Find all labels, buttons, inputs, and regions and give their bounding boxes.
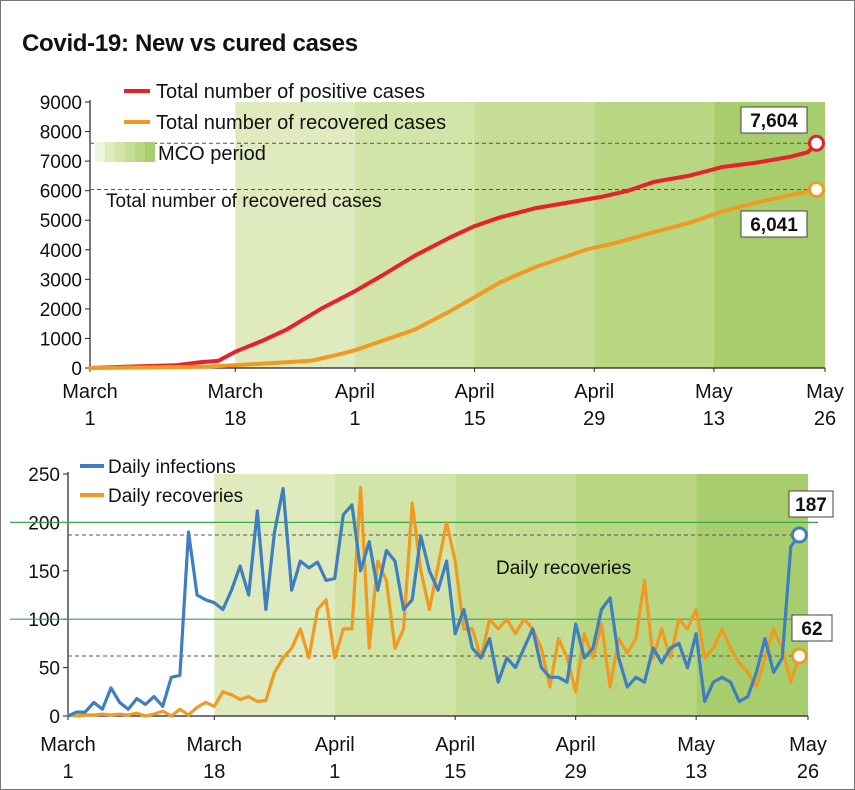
x-tick-label-month: May [789, 734, 827, 756]
legend-infections-label: Daily infections [108, 457, 236, 478]
y-tick-label: 2000 [40, 300, 82, 321]
legend-positive-label: Total number of positive cases [156, 81, 425, 103]
legend-recovered-label: Total number of recovered cases [156, 112, 446, 134]
positive-cases-line [88, 141, 819, 370]
y-tick-label: 3000 [40, 270, 82, 291]
x-tick-label-month: March [40, 734, 96, 756]
x-tick-label-month: May [806, 381, 844, 403]
y-tick-label: 8000 [40, 123, 82, 144]
y-tick-label: 1000 [40, 329, 82, 350]
x-tick-label-month: April [335, 381, 375, 403]
y-tick-label: 0 [71, 359, 82, 380]
y-tick-label: 5000 [40, 211, 82, 232]
x-tick-label-day: 15 [444, 761, 466, 783]
y-tick-label: 100 [28, 610, 60, 631]
y-tick-label: 6000 [40, 182, 82, 203]
legend-mco-swatch [95, 142, 105, 162]
y-tick-label: 9000 [40, 93, 82, 114]
x-tick-label-month: April [556, 734, 596, 756]
chart-title: Covid-19: New vs cured cases [22, 30, 358, 57]
x-tick-label-day: 13 [703, 408, 725, 430]
mco-band [474, 102, 595, 368]
infections-end-label: 187 [795, 495, 827, 516]
infections-end-label-box [788, 490, 834, 518]
x-tick-label-day: 29 [565, 761, 587, 783]
positive-end-label: 7,604 [750, 111, 798, 132]
recoveries-end-label: 62 [801, 619, 822, 640]
x-tick-label-day: 15 [463, 408, 485, 430]
x-tick-label-month: April [574, 381, 614, 403]
mco-band [455, 474, 576, 716]
x-tick-label-month: April [435, 734, 475, 756]
x-tick-label-month: May [677, 734, 715, 756]
mco-band [575, 474, 697, 716]
x-tick-label-month: March [62, 381, 118, 403]
x-tick-label-month: April [455, 381, 495, 403]
x-tick-label-day: 1 [349, 408, 360, 430]
positive-end-marker [807, 134, 825, 152]
mco-band [594, 102, 714, 368]
x-tick-label-day: 18 [203, 761, 225, 783]
daily-cases-chart: 0 50 100 150 200 250 March 1 March 18 April 1 April 1… [10, 457, 834, 783]
y-tick-label: 250 [28, 465, 60, 486]
legend-mco-swatch [135, 142, 145, 162]
legend-recoveries-label: Daily recoveries [108, 486, 243, 507]
y-tick-label: 50 [39, 659, 60, 680]
x-tick-label-month: March [208, 381, 264, 403]
recoveries-end-label-box [791, 614, 833, 642]
x-tick-label-month: March [186, 734, 242, 756]
x-tick-label-day: 1 [84, 408, 95, 430]
y-tick-label: 0 [49, 707, 60, 728]
recovered-end-marker [807, 180, 825, 198]
x-tick-label-day: 13 [685, 761, 707, 783]
cumulative-cases-chart: 0 1000 2000 3000 4000 5000 6000 7000 8000 9000 Mar… [40, 81, 844, 430]
positive-end-label-box [740, 106, 808, 134]
y-tick-label: 4000 [40, 241, 82, 262]
y-tick-label: 200 [28, 513, 60, 534]
recovered-end-label-box [740, 210, 808, 238]
daily-recoveries-line [67, 486, 801, 718]
legend-mco-label: MCO period [158, 143, 266, 165]
x-tick-label-day: 29 [583, 408, 605, 430]
daily-infections-line [67, 486, 801, 718]
legend-mco-swatch [105, 142, 115, 162]
legend-mco-swatch [145, 142, 155, 162]
x-tick-label-day: 26 [814, 408, 836, 430]
x-tick-label-month: April [315, 734, 355, 756]
y-tick-label: 7000 [40, 152, 82, 173]
mco-band [235, 102, 355, 368]
recovered-cases-line [88, 187, 819, 370]
legend-mco-swatch [125, 142, 135, 162]
legend-mco-swatch [115, 142, 125, 162]
infections-end-marker [790, 526, 808, 544]
recoveries-end-marker [790, 647, 808, 665]
recovered-end-label: 6,041 [750, 215, 798, 236]
x-tick-label-day: 1 [329, 761, 340, 783]
y-tick-label: 150 [28, 562, 60, 583]
recoveries-annotation: Daily recoveries [496, 558, 631, 579]
mco-band [214, 474, 335, 716]
recovered-annotation: Total number of recovered cases [106, 191, 382, 212]
x-tick-label-day: 26 [797, 761, 819, 783]
x-tick-label-month: May [695, 381, 733, 403]
x-tick-label-day: 18 [224, 408, 246, 430]
x-tick-label-day: 1 [62, 761, 73, 783]
